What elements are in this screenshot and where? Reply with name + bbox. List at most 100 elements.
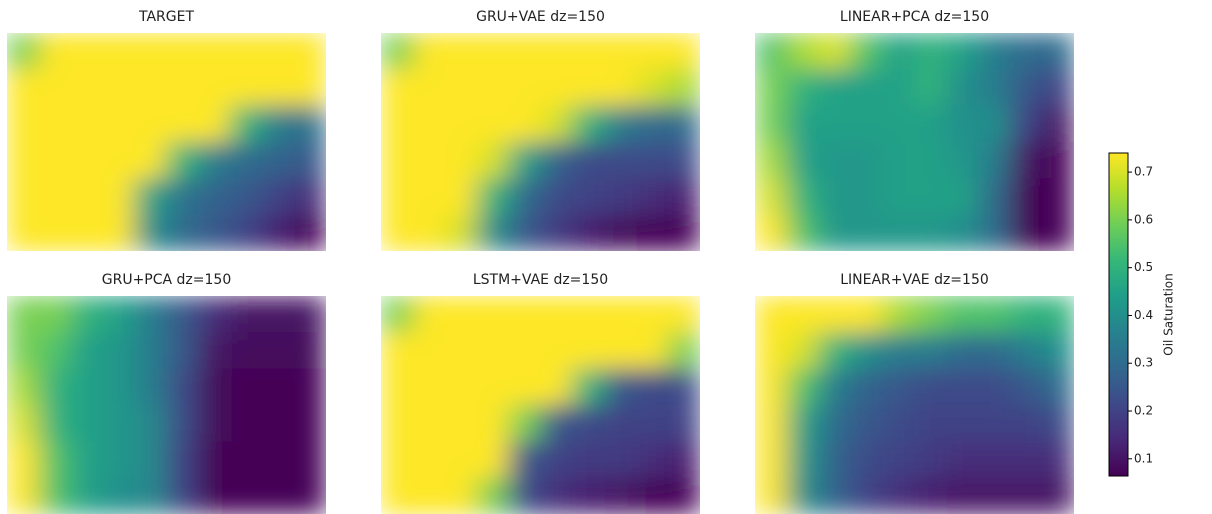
heatmap-cell — [636, 332, 669, 370]
heatmap-cell — [134, 69, 167, 107]
heatmap-cell — [540, 296, 573, 333]
heatmap-cell — [914, 296, 947, 333]
heatmap-cell — [262, 214, 295, 251]
heatmap-cell — [636, 441, 669, 479]
heatmap-cell — [476, 142, 510, 179]
heatmap-cell — [946, 405, 979, 442]
heatmap-cell — [914, 214, 947, 251]
heatmap-cell — [412, 405, 446, 442]
heatmap-cell — [38, 69, 72, 107]
heatmap-cell — [508, 69, 541, 107]
heatmap-cell — [946, 441, 979, 479]
heatmap-cell — [850, 368, 884, 406]
heatmap-cell — [38, 33, 72, 70]
panel-title: TARGET — [138, 9, 194, 25]
heatmap-cell — [572, 441, 605, 479]
heatmap-cell — [444, 69, 478, 107]
heatmap-cell — [914, 69, 947, 107]
heatmap-cell — [262, 296, 295, 333]
heatmap-cell — [381, 142, 414, 179]
heatmap-cell — [978, 69, 1011, 107]
heatmap-cell — [636, 477, 669, 514]
heatmap-cell — [230, 105, 263, 143]
heatmap-cell — [755, 214, 788, 251]
heatmap-cell — [668, 178, 700, 216]
heatmap-cell — [166, 142, 199, 179]
heatmap-cell — [636, 296, 669, 333]
heatmap-cell — [1010, 477, 1043, 514]
heatmap-cell — [1010, 368, 1043, 406]
heatmap — [755, 33, 1074, 251]
heatmap-cell — [102, 477, 136, 514]
heatmap-cell — [102, 142, 136, 179]
heatmap-cell — [166, 33, 199, 70]
heatmap — [7, 33, 326, 251]
heatmap-cell — [1010, 405, 1043, 442]
heatmap-cell — [134, 33, 167, 70]
heatmap-cell — [476, 405, 510, 442]
heatmap-cell — [102, 214, 136, 251]
heatmap-cell — [572, 69, 605, 107]
heatmap-cell — [946, 296, 979, 333]
heatmap-cell — [882, 178, 915, 216]
heatmap-cell — [198, 477, 231, 514]
heatmap-cell — [540, 441, 573, 479]
heatmap-cell — [444, 214, 478, 251]
heatmap-cell — [818, 296, 852, 333]
heatmap-cell — [381, 441, 414, 479]
colorbar-tick-label: 0.4 — [1134, 308, 1153, 322]
heatmap-cell — [294, 178, 326, 216]
heatmap-cell — [230, 477, 263, 514]
heatmap-cell — [668, 69, 700, 107]
heatmap-cell — [198, 69, 231, 107]
heatmap-cell — [7, 69, 40, 107]
heatmap-cell — [882, 477, 915, 514]
heatmap-cell — [198, 142, 231, 179]
heatmap-cell — [755, 405, 788, 442]
heatmap-cell — [850, 296, 884, 333]
heatmap-cell — [7, 33, 40, 70]
heatmap-cell — [914, 33, 947, 70]
heatmap-cell — [262, 441, 295, 479]
heatmap-cell — [604, 142, 637, 179]
heatmap-cell — [381, 33, 414, 70]
heatmap-cell — [294, 296, 326, 333]
heatmap-cell — [946, 214, 979, 251]
heatmap-cell — [786, 405, 820, 442]
heatmap-cell — [604, 405, 637, 442]
heatmap-cell — [946, 368, 979, 406]
heatmap-cell — [134, 105, 167, 143]
colorbar-tick-label: 0.6 — [1134, 212, 1153, 226]
heatmap-cell — [166, 332, 199, 370]
heatmap-cell — [882, 441, 915, 479]
heatmap-cell — [381, 405, 414, 442]
heatmap-cell — [294, 368, 326, 406]
heatmap-cell — [102, 441, 136, 479]
heatmap-cell — [914, 368, 947, 406]
heatmap-cell — [755, 477, 788, 514]
heatmap-cell — [70, 332, 104, 370]
heatmap-cell — [914, 332, 947, 370]
heatmap-cell — [476, 368, 510, 406]
heatmap-cell — [755, 69, 788, 107]
heatmap-cell — [1042, 178, 1074, 216]
heatmap-cell — [444, 178, 478, 216]
heatmap-cell — [946, 332, 979, 370]
heatmap-cell — [604, 368, 637, 406]
heatmap-cell — [412, 33, 446, 70]
heatmap-cell — [38, 105, 72, 143]
heatmap-cell — [978, 296, 1011, 333]
heatmap-cell — [230, 33, 263, 70]
heatmap-cell — [978, 214, 1011, 251]
heatmap-cell — [294, 214, 326, 251]
heatmap-cell — [755, 332, 788, 370]
heatmap — [381, 296, 700, 514]
heatmap-cell — [262, 142, 295, 179]
heatmap-cell — [508, 296, 541, 333]
heatmap-cell — [230, 332, 263, 370]
heatmap-cell — [7, 368, 40, 406]
heatmap-cells — [381, 33, 700, 251]
heatmap-cell — [1010, 296, 1043, 333]
heatmap-cell — [294, 405, 326, 442]
heatmap-cell — [262, 332, 295, 370]
